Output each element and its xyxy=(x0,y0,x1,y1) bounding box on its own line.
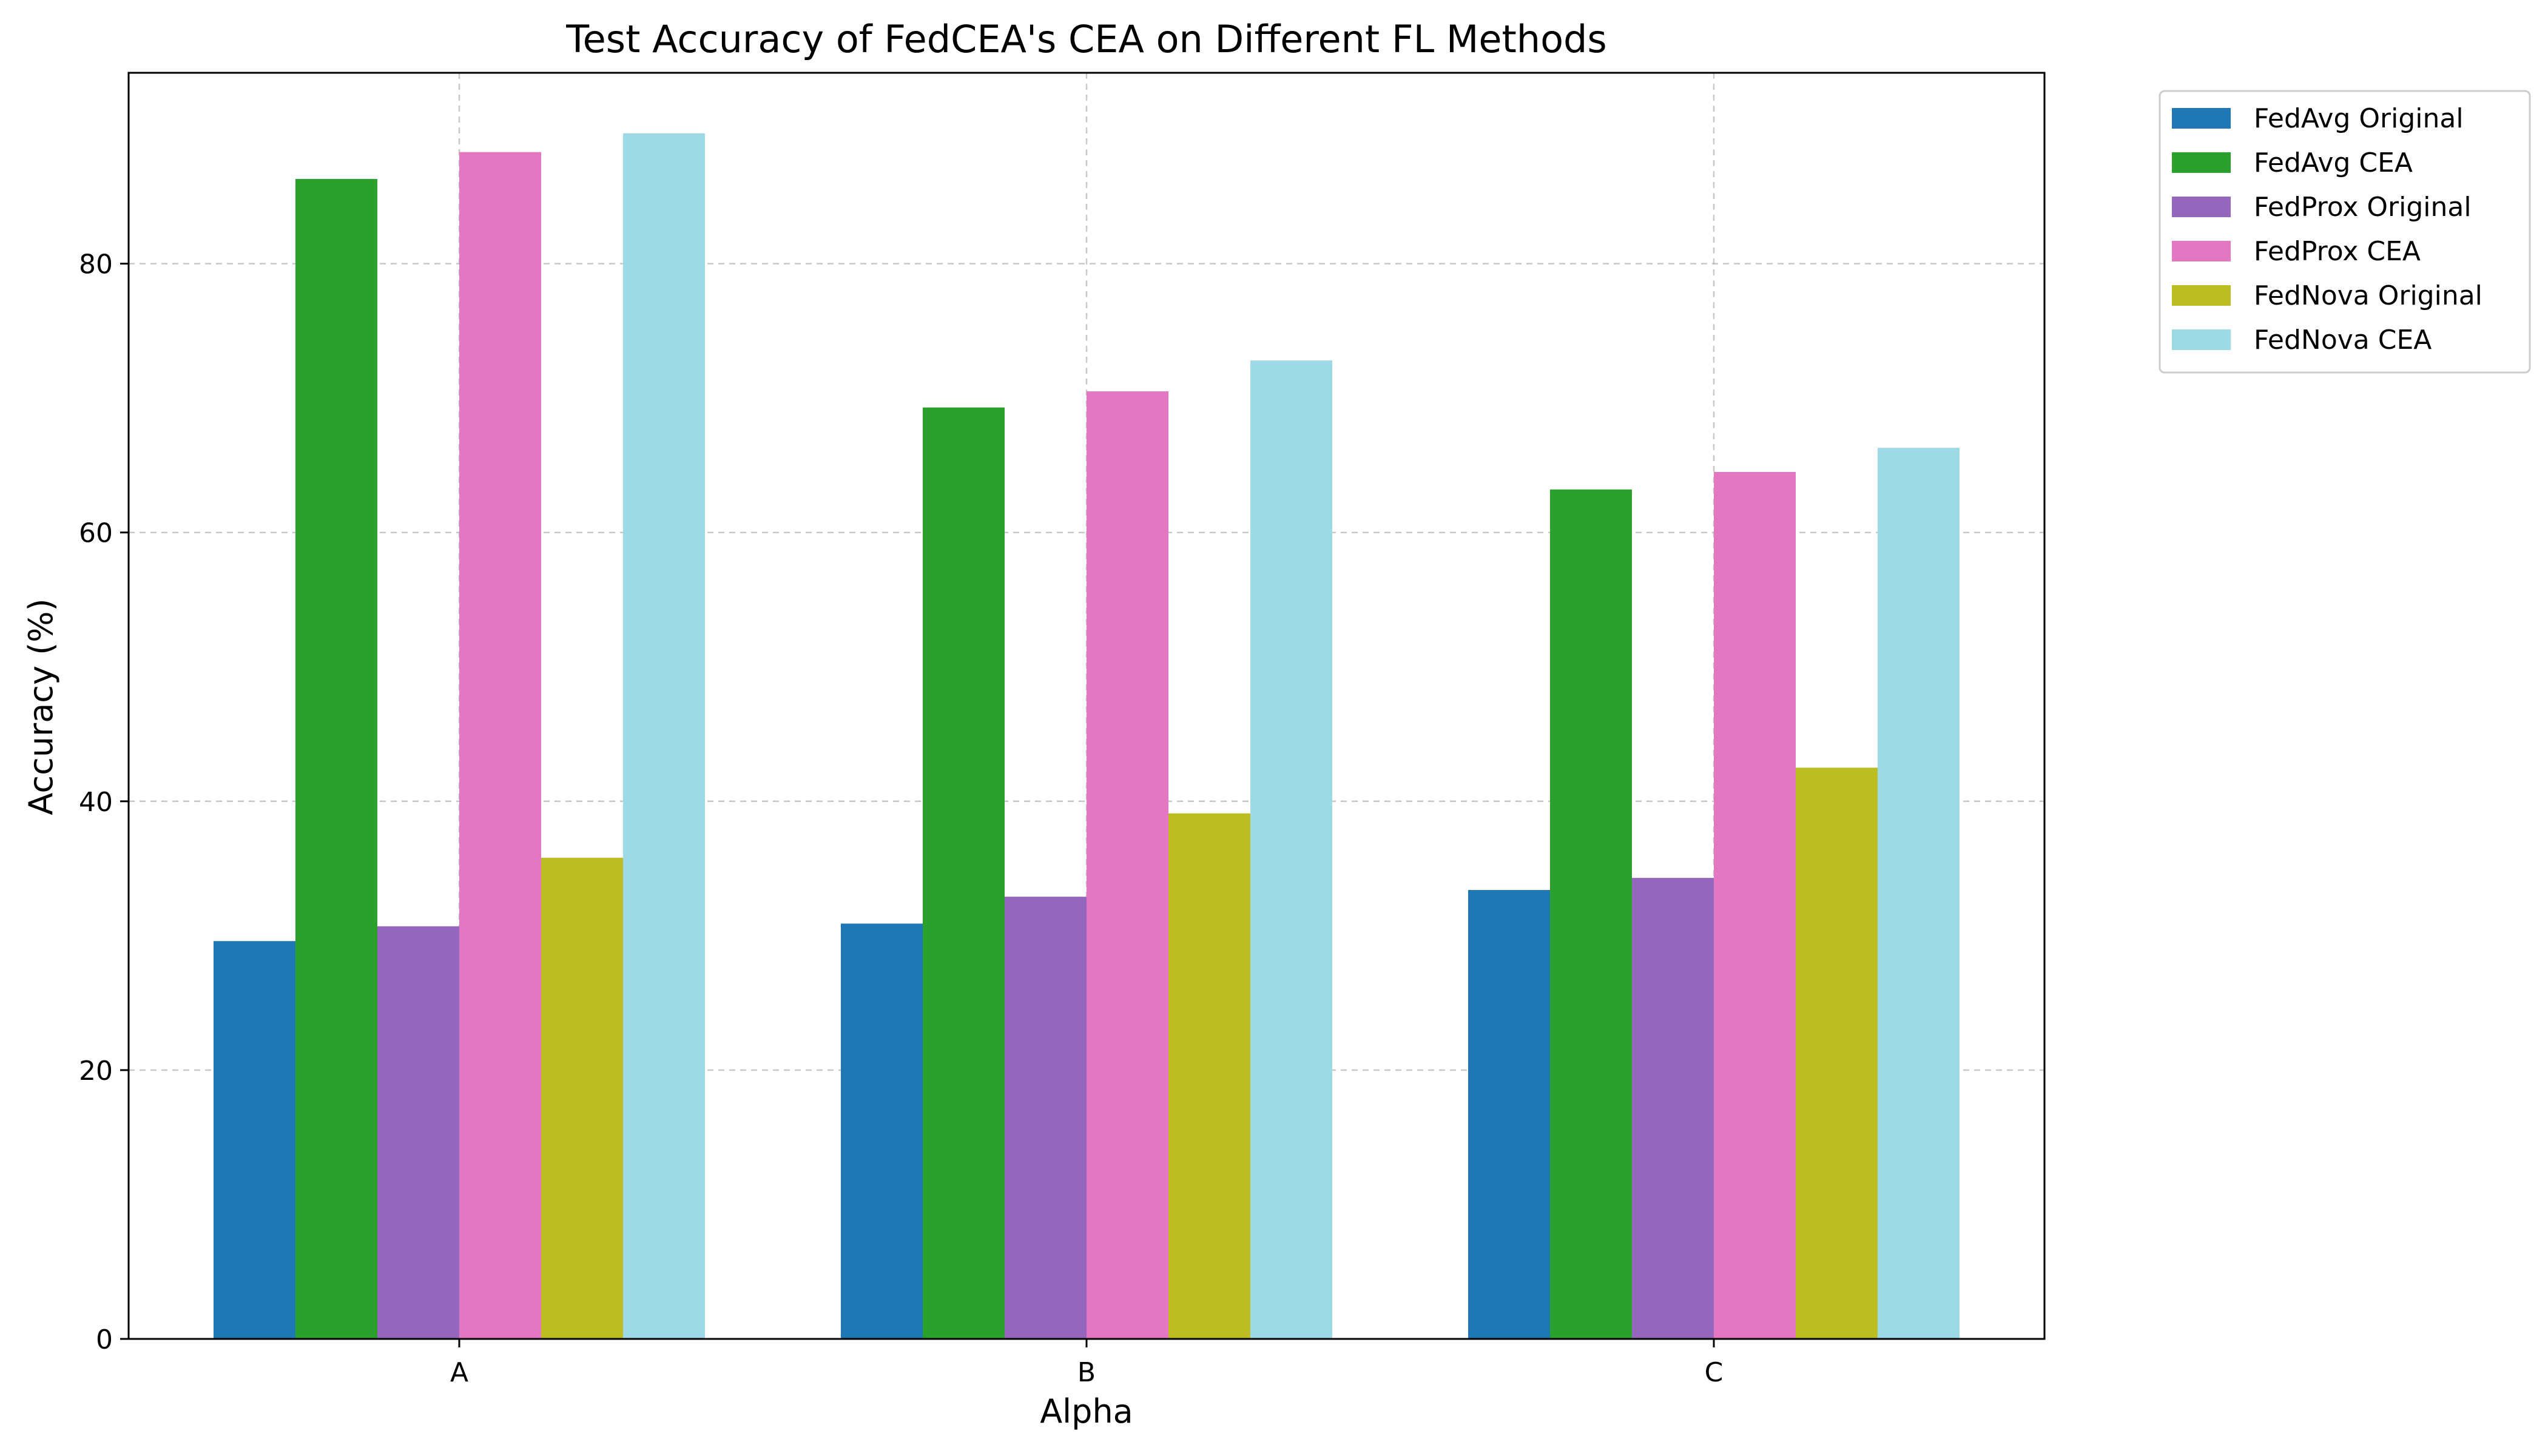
bar-fedavg-original-c xyxy=(1468,890,1550,1339)
legend-label: FedNova CEA xyxy=(2254,325,2432,356)
bars xyxy=(214,133,1960,1340)
bar-fednova-cea-b xyxy=(1250,360,1332,1340)
legend-label: FedProx Original xyxy=(2254,192,2472,223)
bar-fednova-original-c xyxy=(1796,767,1878,1339)
bar-fedavg-original-b xyxy=(841,923,923,1339)
x-axis: A B C xyxy=(450,1339,1723,1388)
legend-swatch xyxy=(2172,197,2231,217)
y-tick-label: 80 xyxy=(79,249,113,280)
legend-swatch xyxy=(2172,152,2231,173)
y-tick-label: 60 xyxy=(79,518,113,549)
y-tick-label: 40 xyxy=(79,787,113,818)
legend-swatch xyxy=(2172,285,2231,306)
bar-fednova-original-b xyxy=(1168,813,1250,1339)
bar-fedavg-original-a xyxy=(214,941,295,1339)
x-tick-label: A xyxy=(450,1357,468,1388)
x-tick-label: B xyxy=(1077,1357,1096,1388)
bar-fedprox-cea-a xyxy=(459,152,541,1339)
legend-box xyxy=(2159,90,2531,374)
bar-fedprox-original-a xyxy=(377,926,459,1339)
bar-fednova-cea-a xyxy=(623,133,705,1339)
y-tick-label: 20 xyxy=(79,1056,113,1087)
bar-fedavg-cea-a xyxy=(295,179,377,1339)
y-tick-label: 0 xyxy=(96,1324,113,1355)
x-axis-title: Alpha xyxy=(1040,1392,1133,1431)
y-axis-title: Accuracy (%) xyxy=(22,598,60,815)
legend-label: FedAvg Original xyxy=(2254,103,2464,134)
bar-fedprox-original-c xyxy=(1632,878,1714,1339)
y-axis: 0 20 40 60 80 xyxy=(79,249,129,1355)
legend-label: FedNova Original xyxy=(2254,280,2482,311)
legend-swatch xyxy=(2172,108,2231,129)
bar-fedprox-cea-c xyxy=(1714,472,1796,1339)
bar-fednova-cea-c xyxy=(1878,448,1960,1339)
bar-fedavg-cea-b xyxy=(923,407,1005,1340)
bar-fednova-original-a xyxy=(541,857,623,1339)
legend-swatch xyxy=(2172,241,2231,261)
bar-fedprox-cea-b xyxy=(1087,391,1168,1339)
legend-label: FedAvg CEA xyxy=(2254,147,2413,178)
chart-title: Test Accuracy of FedCEA's CEA on Differe… xyxy=(565,17,1606,61)
bar-fedavg-cea-c xyxy=(1550,489,1632,1339)
legend-label: FedProx CEA xyxy=(2254,236,2421,267)
x-tick-label: C xyxy=(1705,1357,1724,1388)
legend-swatch xyxy=(2172,329,2231,350)
bar-fedprox-original-b xyxy=(1005,897,1087,1339)
legend: FedAvg Original FedAvg CEA FedProx Origina… xyxy=(2159,90,2531,374)
